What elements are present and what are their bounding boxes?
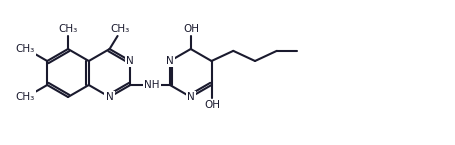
Text: N: N <box>106 92 113 102</box>
Text: NH: NH <box>144 80 160 90</box>
Text: N: N <box>126 56 134 66</box>
Text: N: N <box>187 92 195 102</box>
Text: CH₃: CH₃ <box>110 24 129 34</box>
Text: CH₃: CH₃ <box>16 45 35 55</box>
Text: CH₃: CH₃ <box>58 24 78 34</box>
Text: N: N <box>166 56 174 66</box>
Text: CH₃: CH₃ <box>16 91 35 102</box>
Text: OH: OH <box>205 100 221 110</box>
Text: OH: OH <box>184 24 200 34</box>
